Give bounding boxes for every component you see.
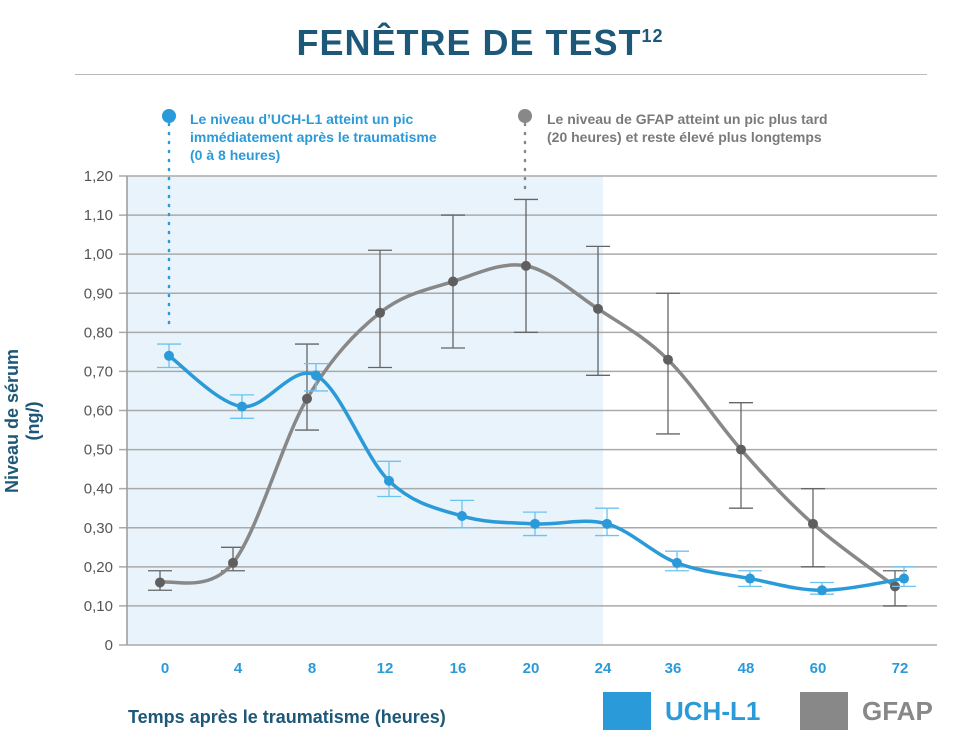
y-tick-label: 0,90 bbox=[84, 285, 113, 302]
x-tick-label: 20 bbox=[523, 660, 540, 677]
data-point bbox=[384, 475, 394, 486]
data-point bbox=[448, 276, 458, 287]
y-tick-label: 1,00 bbox=[84, 246, 113, 263]
data-point bbox=[602, 518, 612, 529]
y-tick-label: 1,20 bbox=[84, 168, 113, 185]
legend-label: UCH-L1 bbox=[665, 695, 761, 726]
annotation-line: immédiatement après le traumatisme bbox=[190, 129, 437, 145]
legend-item-gfap: GFAP bbox=[800, 692, 933, 730]
y-tick-label: 0,40 bbox=[84, 481, 113, 498]
annotation-line: (20 heures) et reste élevé plus longtemp… bbox=[547, 129, 822, 145]
series-line-uch-l1 bbox=[167, 354, 905, 593]
data-point bbox=[672, 557, 682, 568]
annotation-uchl1: Le niveau d’UCH-L1 atteint un pic immédi… bbox=[190, 110, 437, 164]
y-tick-label: 0,80 bbox=[84, 324, 113, 341]
y-tick-label: 0,60 bbox=[84, 403, 113, 420]
annotation-gfap: Le niveau de GFAP atteint un pic plus ta… bbox=[547, 110, 828, 146]
x-tick-label: 36 bbox=[665, 660, 682, 677]
annotation-line: (0 à 8 heures) bbox=[190, 147, 281, 163]
data-point bbox=[899, 573, 909, 584]
data-point bbox=[228, 557, 238, 568]
data-point bbox=[745, 573, 755, 584]
y-tick-label: 0,70 bbox=[84, 363, 113, 380]
title-superscript: 12 bbox=[641, 26, 664, 46]
annotation-line: Le niveau de GFAP atteint un pic plus ta… bbox=[547, 111, 828, 127]
x-tick-label: 8 bbox=[308, 660, 316, 677]
x-axis-label: Temps après le traumatisme (heures) bbox=[128, 707, 446, 727]
data-point bbox=[593, 303, 603, 314]
legend-label: GFAP bbox=[862, 695, 933, 726]
x-tick-label: 4 bbox=[234, 660, 243, 677]
legend-swatch bbox=[603, 692, 651, 730]
x-tick-label: 12 bbox=[377, 660, 394, 677]
legend-item-uchl1: UCH-L1 bbox=[603, 692, 760, 730]
x-tick-label: 16 bbox=[450, 660, 467, 677]
x-tick-label: 72 bbox=[892, 660, 909, 677]
y-tick-label: 0,20 bbox=[84, 559, 113, 576]
data-point bbox=[457, 511, 467, 522]
data-point bbox=[808, 518, 818, 529]
y-tick-label: 0 bbox=[105, 637, 113, 654]
y-tick-label: 0,50 bbox=[84, 442, 113, 459]
y-tick-label: 0,30 bbox=[84, 520, 113, 537]
data-point bbox=[530, 518, 540, 529]
data-point bbox=[311, 370, 321, 381]
data-point bbox=[302, 393, 312, 404]
y-axis-label: Niveau de sérum (ng/) bbox=[2, 348, 43, 494]
x-tick-label: 48 bbox=[738, 660, 755, 677]
data-point bbox=[521, 260, 531, 271]
data-point bbox=[155, 577, 165, 588]
data-point bbox=[375, 307, 385, 318]
data-point bbox=[817, 585, 827, 596]
annotation-bullet-uchl1 bbox=[162, 109, 176, 123]
data-point bbox=[736, 444, 746, 455]
y-tick-label: 1,10 bbox=[84, 207, 113, 224]
data-point bbox=[164, 350, 174, 361]
data-point bbox=[237, 401, 247, 412]
annotation-bullet-gfap bbox=[518, 109, 532, 123]
title-text: FENÊTRE DE TEST bbox=[296, 22, 642, 63]
x-tick-label: 60 bbox=[810, 660, 827, 677]
legend-swatch bbox=[800, 692, 848, 730]
y-tick-label: 0,10 bbox=[84, 598, 113, 615]
x-tick-label: 0 bbox=[161, 660, 169, 677]
title-divider bbox=[75, 74, 927, 75]
annotation-line: Le niveau d’UCH-L1 atteint un pic bbox=[190, 111, 414, 127]
chart-title: FENÊTRE DE TEST12 bbox=[0, 22, 960, 64]
x-tick-label: 24 bbox=[595, 660, 612, 677]
data-point bbox=[663, 354, 673, 365]
